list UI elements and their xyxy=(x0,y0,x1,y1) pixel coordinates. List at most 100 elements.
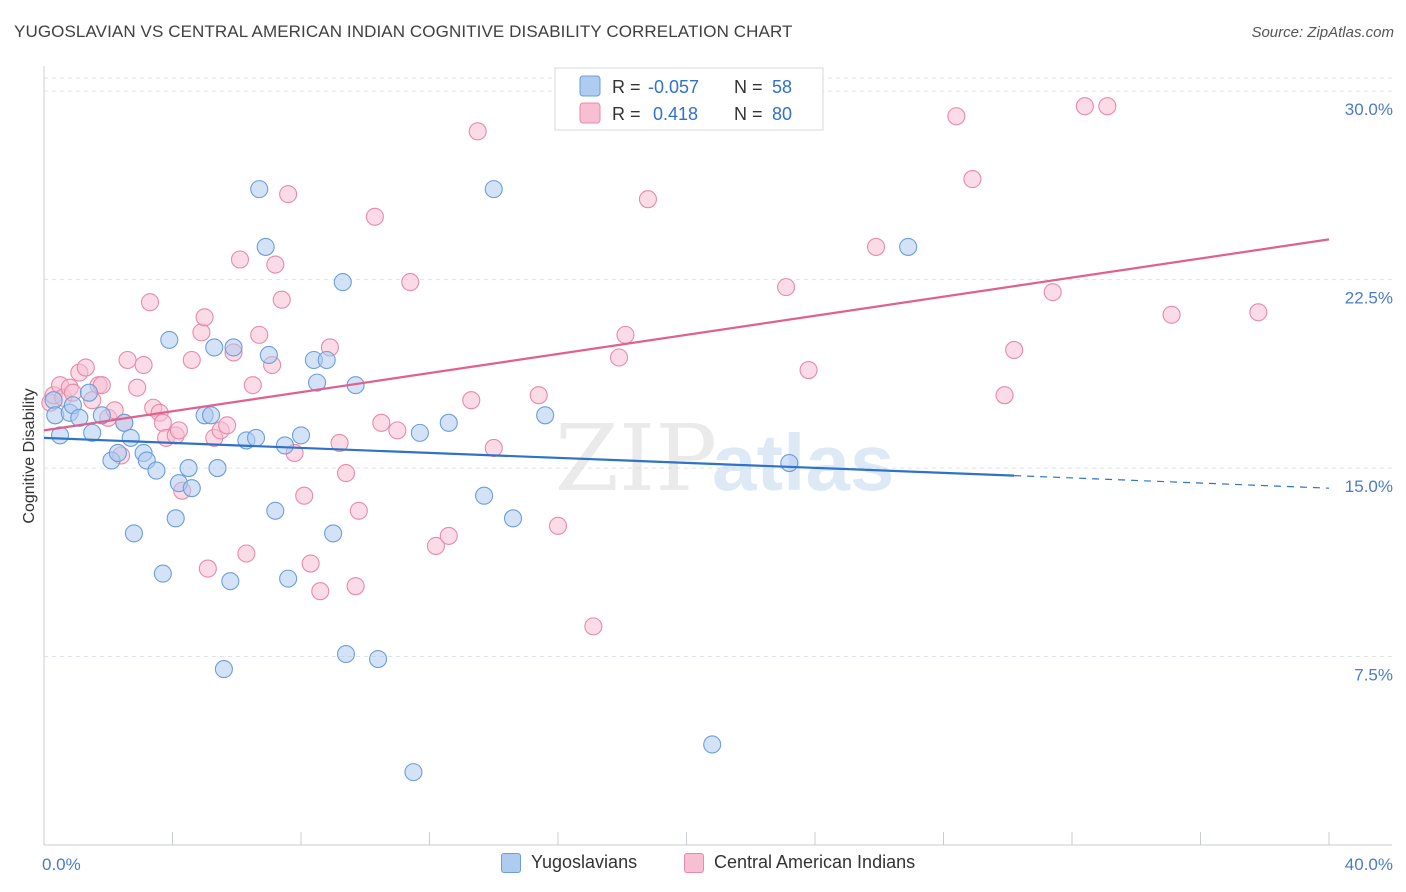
chart-source: Source: ZipAtlas.com xyxy=(1251,24,1394,41)
yugoslavian-point xyxy=(121,428,140,447)
central-american-indian-point xyxy=(76,358,95,377)
central-american-indian-point xyxy=(548,516,568,535)
yugoslavian-point xyxy=(124,524,143,543)
central-american-indian-point xyxy=(439,526,458,545)
central-american-indian-point xyxy=(128,378,147,397)
yugoslavian-point xyxy=(266,501,285,520)
yugoslavian-point xyxy=(205,338,224,357)
central-american-indian-point xyxy=(134,355,153,375)
yugoslavian-point xyxy=(153,564,172,583)
yugoslavian-point xyxy=(256,237,275,256)
central-american-indian-point xyxy=(584,617,603,636)
central-american-indian-point xyxy=(1162,305,1181,324)
central-american-indian-point xyxy=(609,348,629,367)
bottom-legend: Yugoslavians Central American Indians xyxy=(0,852,1406,878)
central-american-indian-point xyxy=(266,255,285,274)
yugoslavian-point xyxy=(703,735,722,754)
yugoslavian-point xyxy=(404,763,423,782)
central-american-indian-point xyxy=(192,323,211,342)
central-american-indian-point xyxy=(401,273,420,292)
legend-n-value-2: 80 xyxy=(772,104,792,124)
yugoslavian-point xyxy=(208,459,227,478)
central-american-indian-point xyxy=(529,386,548,405)
yugoslavian-point xyxy=(333,273,352,292)
yugoslavian-point xyxy=(202,406,221,425)
central-american-indian-point xyxy=(1249,303,1268,322)
central-american-indian-point xyxy=(218,416,237,435)
yugoslavian-point xyxy=(275,436,294,455)
central-american-indian-point xyxy=(295,486,314,505)
central-american-indian-point xyxy=(169,421,188,440)
yugoslavian-point xyxy=(108,443,127,463)
yugoslavian-point xyxy=(336,644,356,664)
yugoslavian-point xyxy=(780,453,799,473)
yugoslavian-point xyxy=(246,428,266,447)
x-tick-label: 40.0% xyxy=(1345,855,1393,874)
x-axis-ticks xyxy=(43,832,1330,845)
axes xyxy=(43,66,1392,846)
legend-swatch-central-american-indians xyxy=(579,102,601,124)
bottom-legend-swatch-central-american-indians xyxy=(684,852,704,873)
yugoslavian-point xyxy=(166,509,185,528)
yugoslavian-point xyxy=(324,524,343,543)
central-american-indians-trend-line xyxy=(43,238,1330,432)
central-american-indian-point xyxy=(947,107,966,126)
yugoslavian-point xyxy=(79,383,99,402)
y-axis-label: Cognitive Disability xyxy=(21,388,38,523)
central-american-indian-point xyxy=(1043,283,1062,302)
chart-title: YUGOSLAVIAN VS CENTRAL AMERICAN INDIAN C… xyxy=(14,22,793,41)
yugoslavian-point xyxy=(475,486,494,505)
yugoslavian-point xyxy=(291,426,311,445)
yugoslavian-point xyxy=(250,180,269,199)
central-american-indian-point xyxy=(799,361,818,380)
central-american-indian-point xyxy=(484,438,503,458)
yugoslavian-point xyxy=(369,649,388,669)
central-american-indian-point xyxy=(388,421,407,440)
central-american-indian-point xyxy=(140,293,160,312)
legend-box: R = -0.057 N = 58 R = 0.418 N = 80 xyxy=(554,67,824,131)
central-american-indian-point xyxy=(426,536,445,556)
legend-r-value-1: -0.057 xyxy=(648,77,699,97)
bottom-legend-item-yugoslavians[interactable]: Yugoslavians xyxy=(501,852,637,873)
central-american-indian-point xyxy=(272,290,291,309)
central-american-indian-point xyxy=(237,544,256,563)
central-american-indian-point xyxy=(301,554,320,573)
yugoslavians-points xyxy=(44,180,918,782)
y-tick-label: 22.5% xyxy=(1345,289,1393,308)
legend-n-label-1: N = xyxy=(734,77,768,97)
central-american-indian-point xyxy=(1005,340,1024,360)
yugoslavian-point xyxy=(279,569,298,588)
yugoslavian-point xyxy=(179,459,198,478)
central-american-indians-points xyxy=(41,97,1268,636)
central-american-indian-point xyxy=(963,170,982,189)
central-american-indian-point xyxy=(330,433,349,452)
yugoslavian-point xyxy=(70,408,89,427)
yugoslavian-point xyxy=(83,423,102,442)
legend-r-label-2: R = xyxy=(612,104,646,124)
central-american-indian-point xyxy=(365,207,384,226)
central-american-indian-point xyxy=(230,250,250,269)
y-tick-label: 7.5% xyxy=(1354,666,1393,685)
bottom-legend-item-central-american-indians[interactable]: Central American Indians xyxy=(684,852,915,873)
central-american-indian-point xyxy=(995,386,1014,405)
central-american-indian-point xyxy=(195,308,214,327)
central-american-indian-point xyxy=(866,237,886,256)
yugoslavian-point xyxy=(182,479,201,498)
yugoslavian-point xyxy=(410,423,429,442)
yugoslavians-trend-extension xyxy=(1014,475,1330,489)
central-american-indian-point xyxy=(777,278,796,297)
yugoslavian-point xyxy=(44,391,63,410)
yugoslavian-point xyxy=(214,660,233,679)
yugoslavian-point xyxy=(899,237,918,256)
central-american-indian-point xyxy=(279,185,298,204)
central-american-indian-point xyxy=(336,464,356,483)
central-american-indian-point xyxy=(153,413,172,432)
central-american-indian-point xyxy=(243,376,262,395)
yugoslavian-point xyxy=(221,572,240,591)
trend-lines xyxy=(43,238,1330,489)
central-american-indian-point xyxy=(1098,97,1117,116)
central-american-indian-point xyxy=(468,122,487,141)
central-american-indian-point xyxy=(1075,97,1094,116)
bottom-legend-label-yugoslavians: Yugoslavians xyxy=(531,852,638,872)
